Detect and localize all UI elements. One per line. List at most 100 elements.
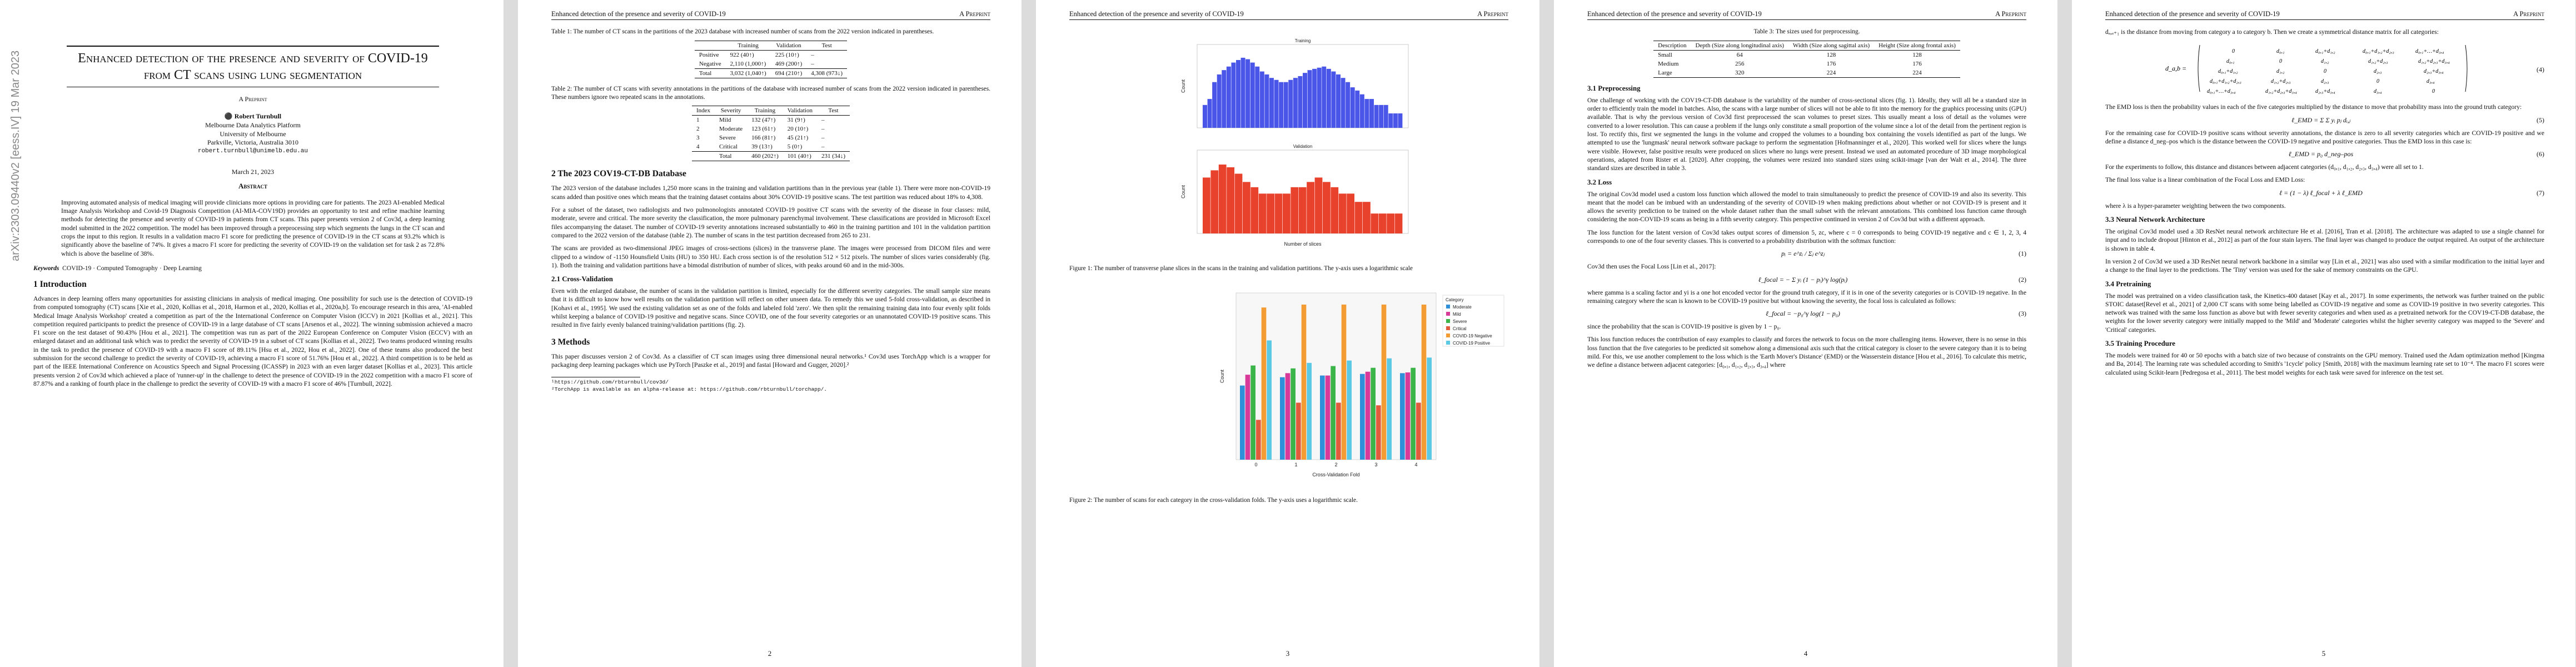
histogram-bar (1288, 79, 1293, 128)
section-2-heading: 2 The 2023 COV19-CT-DB Database (551, 169, 686, 179)
legend-box (1442, 295, 1504, 347)
histogram-bar (1341, 78, 1346, 128)
histogram-bar (1240, 57, 1245, 128)
histogram-bar (1298, 187, 1307, 233)
histogram-bar (1283, 193, 1291, 233)
section-2-1-paragraph: Even with the enlarged database, the num… (551, 287, 990, 329)
equation-3: ℓ_focal = −p₀^γ log(1 − p₀) (3) (1766, 310, 2026, 318)
header-preprint: A Preprint (959, 10, 990, 18)
grouped-bar (1371, 367, 1376, 460)
histogram-bar (1369, 99, 1374, 128)
grouped-bar (1365, 371, 1371, 460)
page-5-paragraph-3: For the remaining case for COVID-19 posi… (2105, 129, 2544, 145)
histogram-bar (1355, 90, 1360, 128)
grouped-bar (1250, 365, 1255, 460)
histogram-bar (1317, 67, 1322, 128)
grouped-bar (1381, 304, 1387, 460)
grouped-bar (1240, 385, 1245, 460)
distance-matrix-graphic: d_a,b = 0 d₀,₁ d₀,₁+d₁,₂ d₀,₁+d₁,₂+d₂,₃ d₀,₁… (2165, 45, 2468, 94)
section-3-2-paragraph-2: The loss function for the latent version… (1587, 228, 2026, 245)
histogram-bar (1234, 173, 1243, 233)
histogram-bar (1226, 66, 1231, 128)
grouped-bar (1296, 402, 1301, 460)
page-1: arXiv:2303.09440v2 [eess.IV] 19 Mar 2023… (0, 0, 504, 667)
histogram-bar (1267, 193, 1274, 233)
table-3: Description Depth (Size along longitudina… (1653, 40, 1960, 78)
histogram-bar (1303, 73, 1307, 128)
histogram-bar (1291, 187, 1299, 233)
histogram-bar (1383, 104, 1388, 128)
arxiv-identifier[interactable]: arXiv:2303.09440v2 [eess.IV] 19 Mar 2023 (9, 51, 22, 261)
section-3-5-paragraph: The models were trained for 40 or 50 epo… (2105, 352, 2544, 376)
footnote-2[interactable]: ²TorchApp is available as an alpha-relea… (551, 386, 827, 393)
svg-text:0: 0 (2432, 88, 2435, 94)
section-3-1-paragraph: One challenge of working with the COV19-… (1587, 96, 2026, 172)
legend-swatch (1446, 333, 1450, 337)
keywords: Keywords COVID-19 · Computed Tomography … (33, 265, 472, 272)
histogram-bar (1274, 79, 1279, 128)
equation-2: ℓ_focal = − Σ yᵢ (1 − pᵢ)^γ log(pᵢ) (2) (1758, 275, 2026, 283)
histogram-bar (1350, 87, 1355, 128)
grouped-bar (1421, 304, 1427, 460)
equation-4-distance-matrix: d_a,b = 0 d₀,₁ d₀,₁+d₁,₂ d₀,₁+d₁,₂+d₂,₃ d₀,₁… (2105, 41, 2544, 98)
svg-text:d₂,₃+d₃,₄: d₂,₃+d₃,₄ (2424, 68, 2444, 74)
legend-entry: Critical (1453, 326, 1467, 331)
page-number: 5 (2321, 649, 2326, 658)
y-axis-label: Count (1219, 369, 1225, 383)
histogram-bar (1312, 68, 1317, 128)
table-3-caption: Table 3: The sizes used for preprocessin… (1753, 28, 1860, 35)
grouped-bar (1285, 373, 1291, 460)
svg-text:d₀,₁+…+d₃,₄: d₀,₁+…+d₃,₄ (2207, 88, 2236, 94)
affiliation-3: Parkville, Victoria, Australia 3010 (207, 138, 299, 147)
grouped-bar (1427, 357, 1432, 460)
table-row-total: Total 3,032 (1,040↑) 694 (210↑) 4,308 (973↓… (694, 68, 848, 78)
histogram-bar (1394, 213, 1403, 233)
svg-text:d₃,₄: d₃,₄ (2426, 78, 2435, 84)
legend-entry: COVID-19 Positive (1453, 341, 1491, 346)
svg-text:d₀,₁+d₁,₂: d₀,₁+d₁,₂ (2315, 48, 2335, 54)
running-header: Enhanced detection of the presence and s… (551, 10, 990, 20)
svg-text:d₀,₁+d₁,₂: d₀,₁+d₁,₂ (2218, 68, 2238, 74)
grouped-bar (1307, 362, 1312, 460)
histogram-bar (1398, 113, 1403, 128)
histogram-bar (1347, 193, 1354, 233)
histogram-bar (1231, 62, 1236, 128)
histogram-bar (1207, 99, 1212, 128)
page-5-paragraph-6: where λ is a hyper-parameter weighting b… (2105, 202, 2286, 210)
histogram-bar (1298, 76, 1303, 128)
svg-text:d₁,₂: d₁,₂ (2276, 68, 2285, 74)
histogram-bar (1336, 74, 1341, 128)
histogram-bar (1379, 104, 1384, 128)
page-5-paragraph-2: The EMD loss is then the probability val… (2105, 103, 2522, 111)
equation-1: pᵢ = e^zᵢ / Σⱼ e^zⱼ (1) (1781, 250, 2026, 258)
histogram-bar (1346, 82, 1351, 128)
svg-text:d₀,₁+d₁,₂+d₂,₃: d₀,₁+d₁,₂+d₂,₃ (2210, 78, 2241, 84)
author-email[interactable]: robert.turnbull@unimelb.edu.au (197, 148, 308, 155)
table-row-total: Total 460 (202↑) 101 (40↑) 231 (34↓) (691, 151, 850, 162)
grouped-bar (1301, 304, 1307, 460)
histogram-bar (1359, 94, 1364, 128)
keywords-label: Keywords (33, 264, 59, 272)
histogram-bar (1338, 193, 1347, 233)
histogram-bar (1203, 177, 1210, 233)
histogram-bar (1210, 170, 1219, 233)
author-name: Robert Turnbull (234, 112, 282, 120)
histogram-bar (1354, 202, 1363, 233)
legend-entry: Moderate (1453, 305, 1472, 310)
header-preprint: A Preprint (1477, 10, 1508, 18)
legend-swatch (1446, 304, 1450, 308)
grouped-bar (1400, 373, 1405, 460)
svg-text:d₀,₁: d₀,₁ (2226, 58, 2234, 64)
footnote-1[interactable]: ¹https://github.com/rbturnbull/cov3d/ (551, 379, 669, 386)
x-axis-label: Number of slices (1284, 241, 1322, 247)
section-3-4-heading: 3.4 Pretraining (2105, 280, 2151, 288)
footnotes: ¹https://github.com/rbturnbull/cov3d/ ²T… (551, 377, 827, 394)
section-3-3-heading: 3.3 Neural Network Architecture (2105, 216, 2205, 224)
section-2-1-heading: 2.1 Cross-Validation (551, 275, 613, 283)
x-tick-label: 3 (1374, 462, 1377, 467)
section-3-2-paragraph-4: where gamma is a scaling factor and yi i… (1587, 288, 2026, 305)
equation-5: ℓ_EMD = Σ Σ yᵢ pⱼ dᵢ,ⱼ (5) (2291, 116, 2544, 124)
equation-6: ℓ_EMD = p₀ d_neg–pos (6) (2288, 150, 2544, 158)
header-title: Enhanced detection of the presence and s… (551, 10, 726, 18)
histogram-bar (1314, 177, 1323, 233)
